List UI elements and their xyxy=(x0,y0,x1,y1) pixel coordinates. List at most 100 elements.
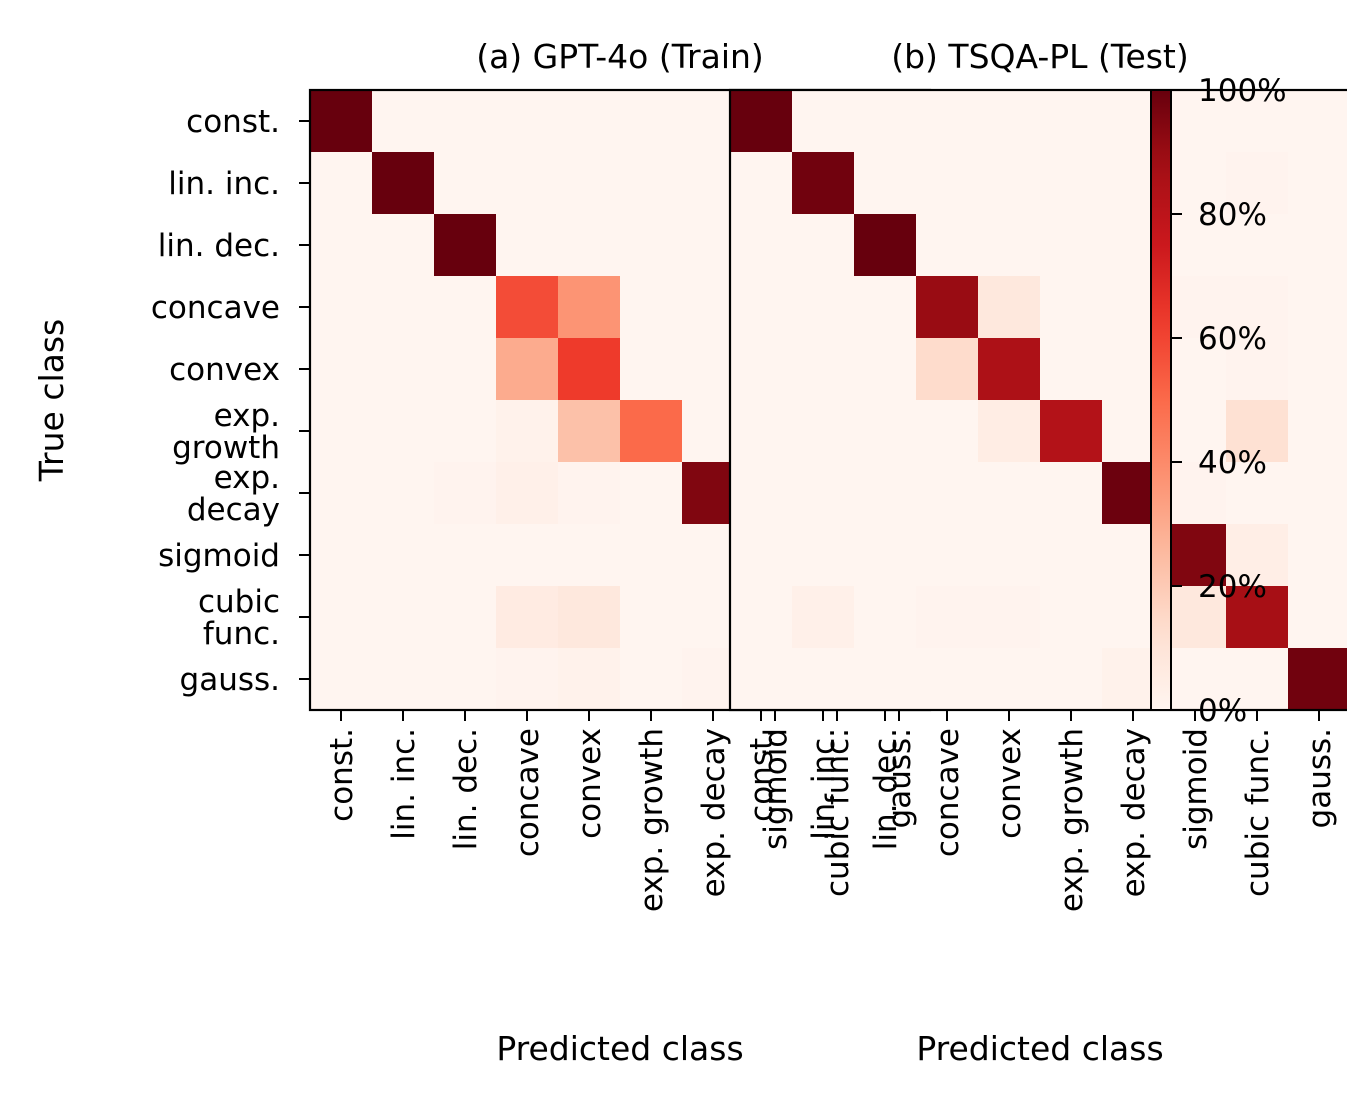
y-tick-label: const. xyxy=(186,104,280,140)
heatmap-cell xyxy=(730,90,793,153)
heatmap-cell xyxy=(1040,214,1103,277)
heatmap-cell xyxy=(620,90,683,153)
heatmap-cell xyxy=(496,462,559,525)
y-tick-label: lin. dec. xyxy=(158,228,280,264)
x-tick-label: lin. dec. xyxy=(448,728,484,850)
heatmap-cell xyxy=(434,524,497,587)
heatmap-cell xyxy=(620,524,683,587)
heatmap-cell xyxy=(792,214,855,277)
x-axis-label: Predicted class xyxy=(496,1029,743,1068)
y-axis-label: True class xyxy=(32,319,71,483)
heatmap-cell xyxy=(434,276,497,339)
heatmap-cell xyxy=(1288,338,1347,401)
y-tick-label: decay xyxy=(187,492,280,528)
x-tick-label: const. xyxy=(324,728,360,822)
heatmap-cell xyxy=(434,400,497,463)
heatmap-cell xyxy=(854,90,917,153)
heatmap-cell xyxy=(730,338,793,401)
heatmap-cell xyxy=(978,276,1041,339)
x-tick-label: concave xyxy=(510,728,546,857)
colorbar-tick-label: 60% xyxy=(1198,321,1267,357)
heatmap-cell xyxy=(916,214,979,277)
heatmap-cell xyxy=(978,338,1041,401)
heatmap-cell xyxy=(978,152,1041,215)
heatmap-cell xyxy=(620,400,683,463)
heatmap-cell xyxy=(620,586,683,649)
heatmap-cell xyxy=(1288,152,1347,215)
heatmap-cell xyxy=(620,214,683,277)
heatmap-cell xyxy=(1288,214,1347,277)
heatmap-cell xyxy=(792,524,855,587)
heatmap-cell xyxy=(1288,462,1347,525)
heatmap-cell xyxy=(496,400,559,463)
heatmap-cell xyxy=(310,90,373,153)
x-tick-label: exp. decay xyxy=(1116,728,1152,897)
heatmap-cell xyxy=(1226,462,1289,525)
y-tick-label: gauss. xyxy=(180,662,280,698)
heatmap-cell xyxy=(372,276,435,339)
x-tick-label: exp. growth xyxy=(1054,728,1090,912)
heatmap-cell xyxy=(916,648,979,711)
heatmap-cell xyxy=(1164,586,1227,649)
heatmap-cell xyxy=(792,462,855,525)
heatmap-cell xyxy=(792,648,855,711)
heatmap-cell xyxy=(496,648,559,711)
heatmap-cell xyxy=(854,338,917,401)
heatmap-cell xyxy=(434,462,497,525)
heatmap-cell xyxy=(372,586,435,649)
heatmap-cell xyxy=(1226,586,1289,649)
panel-title: (a) GPT-4o (Train) xyxy=(476,37,764,76)
heatmap-cell xyxy=(558,462,621,525)
heatmap-cell xyxy=(792,276,855,339)
heatmap-cell xyxy=(792,90,855,153)
heatmap-cell xyxy=(1040,524,1103,587)
x-tick-label: cubic func. xyxy=(1240,728,1276,897)
heatmap-cell xyxy=(916,462,979,525)
y-tick-label: sigmoid xyxy=(158,538,280,574)
heatmap-cell xyxy=(978,586,1041,649)
heatmap-cell xyxy=(978,214,1041,277)
heatmap-cell xyxy=(1040,152,1103,215)
heatmap-cell xyxy=(310,400,373,463)
colorbar-tick-label: 20% xyxy=(1198,569,1267,605)
heatmap-cell xyxy=(1040,338,1103,401)
panel-b: (b) TSQA-PL (Test) const. lin. inc. lin. de… xyxy=(728,37,1347,1068)
x-tick-label: gauss. xyxy=(882,728,918,828)
heatmap-cell xyxy=(916,276,979,339)
heatmap-cell xyxy=(854,214,917,277)
heatmap-cell xyxy=(372,400,435,463)
heatmap-cell xyxy=(434,586,497,649)
heatmap-cell xyxy=(1040,90,1103,153)
heatmap-cell xyxy=(854,462,917,525)
heatmap-cell xyxy=(1288,400,1347,463)
heatmap-cell xyxy=(1226,338,1289,401)
y-tick-label: exp. xyxy=(214,398,280,434)
heatmap-cell xyxy=(620,462,683,525)
heatmap-cell xyxy=(1040,400,1103,463)
heatmap-cell xyxy=(730,276,793,339)
heatmap-cell xyxy=(496,90,559,153)
heatmap-cell xyxy=(620,152,683,215)
heatmap-cell xyxy=(558,152,621,215)
heatmap-cell xyxy=(792,400,855,463)
heatmap-cell xyxy=(434,152,497,215)
heatmap-cell xyxy=(1288,648,1347,711)
heatmap-cell xyxy=(1164,400,1227,463)
heatmap-cell xyxy=(310,462,373,525)
heatmap-cell xyxy=(372,90,435,153)
heatmap-cell xyxy=(558,524,621,587)
x-tick-label: const. xyxy=(744,728,780,822)
y-tick-label: exp. xyxy=(214,460,280,496)
heatmap-cell xyxy=(1164,90,1227,153)
heatmap-cell xyxy=(978,648,1041,711)
panel-frame xyxy=(728,88,1347,712)
x-tick-label: convex xyxy=(572,728,608,839)
heatmap-cell xyxy=(1226,400,1289,463)
heatmap-cell xyxy=(854,586,917,649)
heatmap-cell xyxy=(1226,648,1289,711)
heatmap-cell xyxy=(372,648,435,711)
x-tick-label: cubic func. xyxy=(820,728,856,897)
y-tick-label: growth xyxy=(172,430,280,466)
heatmap-cell xyxy=(854,648,917,711)
